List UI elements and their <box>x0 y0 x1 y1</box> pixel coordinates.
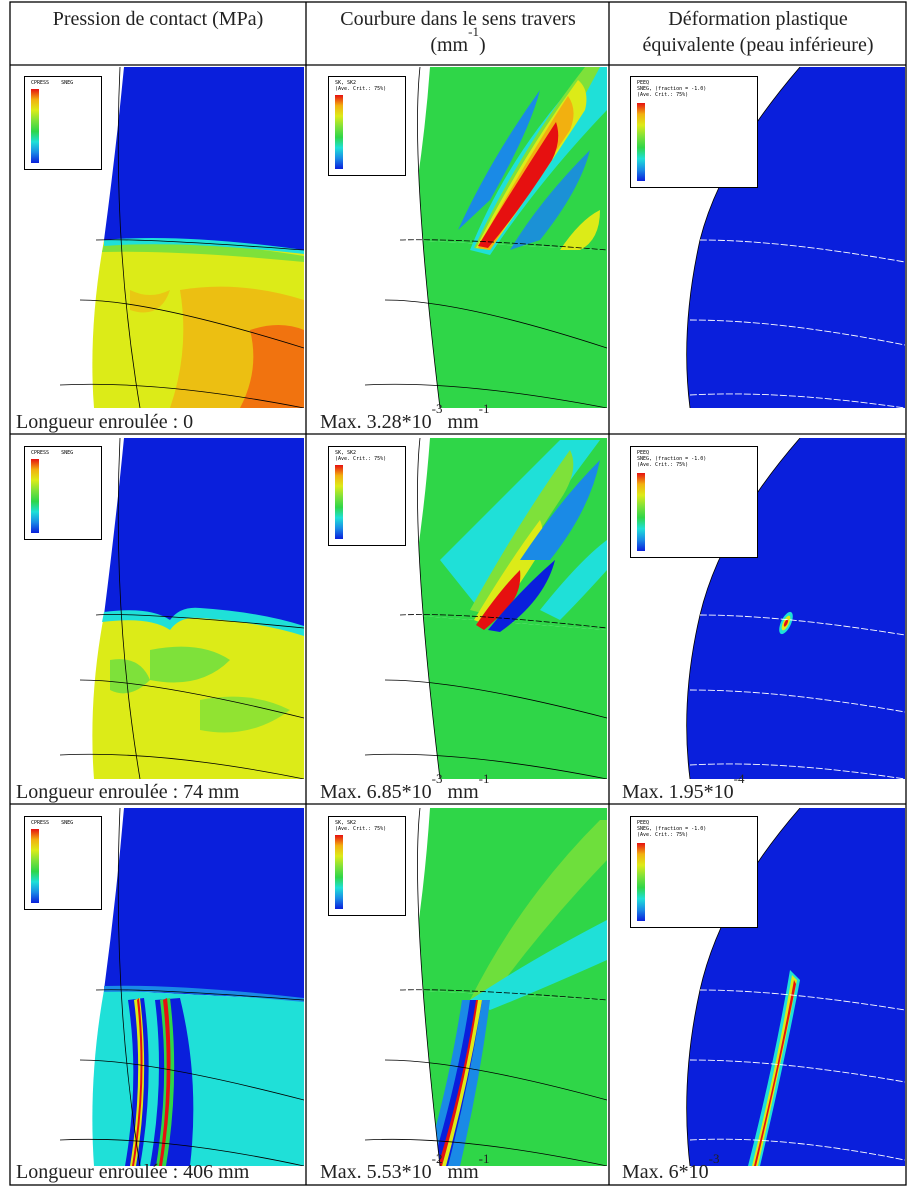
legend-curvature-row1: SK, SK2 (Ave. Crit.: 75%) <box>328 76 406 176</box>
header-pressure: Pression de contact (MPa) <box>52 8 264 30</box>
caption-r3c3: Max. 6*10-3 <box>622 1151 720 1183</box>
caption-r3c2: Max. 5.53*10-2 mm-1 <box>320 1151 490 1183</box>
header-plastic-strain: Déformation plastique équivalente (peau … <box>642 8 874 56</box>
legend-pressure-row3: CPRESS SNEG <box>24 816 102 910</box>
legend-pressure-row1: CPRESS SNEG <box>24 76 102 170</box>
caption-r3c1: Longueur enroulée : 406 mm <box>16 1161 250 1183</box>
legend-curvature-row2: SK, SK2 (Ave. Crit.: 75%) <box>328 446 406 546</box>
caption-r2c2: Max. 6.85*10-3 mm-1 <box>320 771 490 803</box>
plot-curvature-row3 <box>317 808 607 1166</box>
plot-pressure-row1 <box>12 67 304 408</box>
legend-peeq-row1: PEEQ SNEG, (fraction = -1.0) (Ave. Crit.… <box>630 76 758 188</box>
plot-pressure-row2 <box>59 438 304 779</box>
table-grid <box>9 1 907 1186</box>
legend-peeq-row2: PEEQ SNEG, (fraction = -1.0) (Ave. Crit.… <box>630 446 758 558</box>
caption-r1c1: Longueur enroulée : 0 <box>16 411 194 433</box>
header-curvature: Courbure dans le sens travers (mm-1) <box>340 8 576 56</box>
legend-pressure-row2: CPRESS SNEG <box>24 446 102 540</box>
caption-r1c2: Max. 3.28*10-3 mm-1 <box>320 401 490 433</box>
legend-peeq-row3: PEEQ SNEG, (fraction = -1.0) (Ave. Crit.… <box>630 816 758 928</box>
caption-r2c3: Max. 1.95*10-4 <box>622 771 745 803</box>
plot-pressure-row3 <box>59 808 304 1166</box>
legend-curvature-row3: SK, SK2 (Ave. Crit.: 75%) <box>328 816 406 916</box>
caption-r2c1: Longueur enroulée : 74 mm <box>16 781 240 803</box>
